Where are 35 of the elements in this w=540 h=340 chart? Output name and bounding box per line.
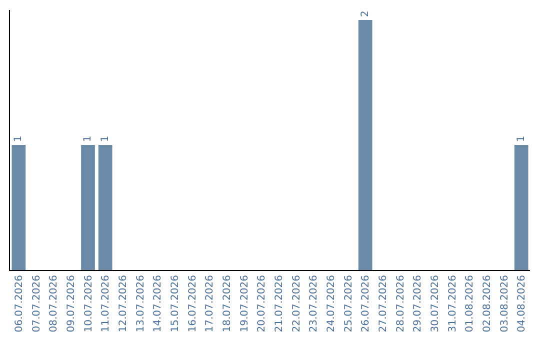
- x-tick-label: 10.07.2026: [83, 275, 94, 332]
- x-tick-label: 14.07.2026: [152, 275, 164, 332]
- x-tick-label: 24.07.2026: [326, 275, 337, 332]
- data-label: 1: [82, 136, 94, 142]
- x-tick-label: 01.08.2026: [464, 275, 476, 332]
- x-tick-label: 06.07.2026: [14, 275, 25, 332]
- x-tick-label: 22.07.2026: [291, 275, 302, 332]
- x-tick-label: 07.07.2026: [31, 275, 42, 332]
- x-tick-label: 03.08.2026: [499, 275, 510, 332]
- x-tick-label: 02.08.2026: [482, 275, 493, 332]
- data-label: 1: [100, 136, 111, 142]
- x-tick-label: 21.07.2026: [274, 275, 285, 332]
- x-tick-label: 28.07.2026: [395, 275, 406, 332]
- x-tick-label: 23.07.2026: [308, 275, 320, 332]
- x-tick-label: 13.07.2026: [135, 275, 146, 332]
- x-tick-label: 19.07.2026: [239, 275, 250, 332]
- x-tick-label: 27.07.2026: [378, 275, 389, 332]
- x-tick-label: 25.07.2026: [343, 275, 354, 332]
- x-tick-label: 18.07.2026: [222, 275, 233, 332]
- x-tick-label: 17.07.2026: [204, 275, 216, 332]
- x-tick-label: 16.07.2026: [187, 275, 198, 332]
- x-tick-label: 08.07.2026: [48, 275, 60, 332]
- x-tick-label: 09.07.2026: [66, 275, 77, 332]
- x-tick-label: 04.08.2026: [516, 275, 528, 332]
- x-tick-label: 11.07.2026: [100, 275, 112, 332]
- data-label: 1: [13, 136, 24, 142]
- x-tick-label: 15.07.2026: [170, 275, 181, 332]
- x-tick-label: 29.07.2026: [412, 275, 424, 332]
- data-label: 1: [516, 136, 527, 142]
- x-tick-label: 12.07.2026: [118, 275, 129, 332]
- data-label: 2: [360, 10, 371, 17]
- x-tick-label: 20.07.2026: [256, 275, 268, 332]
- x-tick-label: 31.07.2026: [447, 275, 458, 332]
- x-tick-label: 30.07.2026: [430, 275, 441, 332]
- x-tick-label: 26.07.2026: [360, 275, 372, 332]
